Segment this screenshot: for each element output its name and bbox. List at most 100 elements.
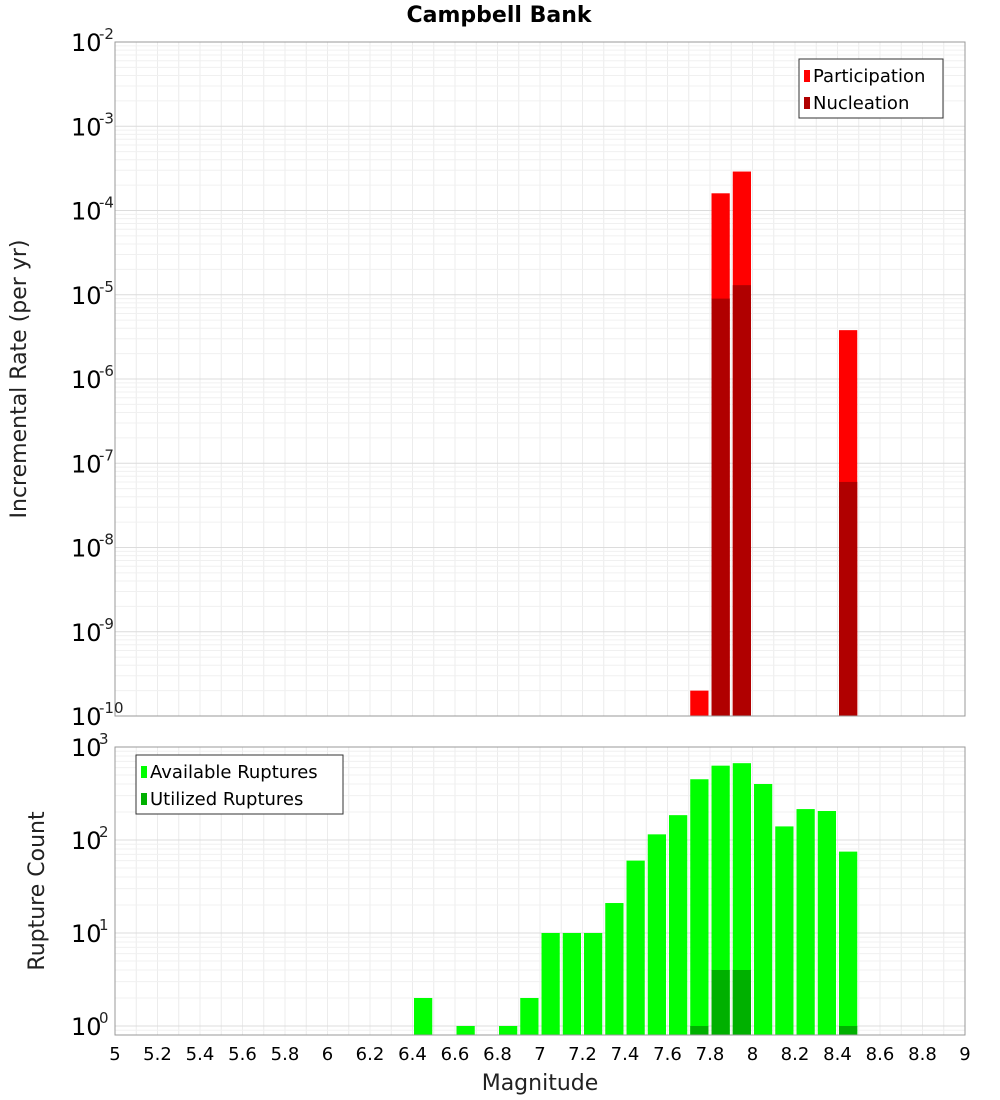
bar-available-ruptures (541, 932, 560, 1035)
bar-available-ruptures (669, 815, 688, 1035)
x-tick-label: 6.8 (483, 1044, 512, 1065)
x-tick-label: 5.8 (271, 1044, 300, 1065)
top-plot-border (114, 41, 966, 717)
bottom-y-axis-label: Rupture Count (25, 811, 50, 971)
top-y-tick-exponent: -9 (99, 615, 114, 633)
x-tick-label: 6.6 (441, 1044, 470, 1065)
bar-utilized-ruptures (839, 1025, 858, 1035)
x-tick-label: 8.6 (866, 1044, 895, 1065)
bar-available-ruptures (796, 809, 815, 1035)
x-axis-label: Magnitude (482, 1071, 599, 1096)
x-tick-label: 8 (747, 1044, 758, 1065)
bar-available-ruptures (456, 1025, 475, 1035)
top-y-axis-label: Incremental Rate (per yr) (7, 240, 32, 519)
top-grid (115, 41, 965, 717)
legend-swatch (141, 793, 147, 805)
bar-available-ruptures (839, 851, 858, 1035)
legend-box (798, 58, 944, 119)
bar-available-ruptures (647, 834, 666, 1035)
x-tick-label: 8.4 (823, 1044, 852, 1065)
bottom-y-tick-base: 10 (71, 734, 102, 762)
legend-swatch (141, 766, 147, 778)
top-y-tick-base: 10 (71, 29, 102, 57)
top-y-tick-exponent: -5 (99, 278, 114, 296)
bottom-y-tick-base: 10 (71, 920, 102, 948)
bar-available-ruptures (499, 1025, 518, 1035)
top-y-tick-exponent: -3 (99, 109, 114, 127)
top-y-tick-base: 10 (71, 282, 102, 310)
bottom-y-tick-base: 10 (71, 1013, 102, 1041)
bar-utilized-ruptures (732, 969, 751, 1035)
top-legend: Participation Nucleation (798, 58, 944, 119)
top-y-tick-exponent: -8 (99, 531, 114, 549)
bar-available-ruptures (817, 811, 836, 1035)
top-y-tick-labels: 10-210-310-410-510-610-710-810-910-10 (71, 25, 124, 731)
bar-utilized-ruptures (711, 969, 730, 1035)
bar-nucleation (839, 481, 858, 716)
x-tick-label: 5.4 (186, 1044, 215, 1065)
top-y-tick-base: 10 (71, 619, 102, 647)
top-plot-panel: 10-210-310-410-510-610-710-810-910-10 In… (7, 25, 966, 731)
top-y-tick-exponent: -10 (99, 699, 124, 717)
x-tick-label: 8.2 (781, 1044, 810, 1065)
bar-available-ruptures (732, 763, 751, 1035)
bar-available-ruptures (775, 826, 794, 1035)
bar-nucleation (732, 285, 751, 716)
legend-label: Utilized Ruptures (150, 789, 303, 810)
bottom-y-tick-base: 10 (71, 827, 102, 855)
legend-label: Available Ruptures (150, 762, 318, 783)
chart-title: Campbell Bank (407, 3, 593, 28)
x-tick-label: 7 (534, 1044, 545, 1065)
bottom-y-tick-exponent: 1 (99, 916, 109, 934)
bar-available-ruptures (584, 932, 603, 1035)
x-tick-label: 9 (959, 1044, 970, 1065)
bottom-y-tick-exponent: 2 (99, 823, 109, 841)
bar-nucleation (711, 298, 730, 716)
x-tick-label: 7.4 (611, 1044, 640, 1065)
legend-swatch (804, 70, 810, 82)
bar-available-ruptures (520, 997, 539, 1035)
bar-available-ruptures (690, 779, 709, 1035)
x-tick-label: 5.2 (143, 1044, 172, 1065)
top-y-tick-exponent: -6 (99, 362, 114, 380)
top-y-tick-base: 10 (71, 198, 102, 226)
top-y-tick-exponent: -7 (99, 446, 114, 464)
x-tick-label: 5 (109, 1044, 120, 1065)
bar-available-ruptures (562, 932, 581, 1035)
bottom-y-tick-exponent: 3 (99, 730, 109, 748)
bar-participation (690, 690, 709, 716)
top-y-tick-base: 10 (71, 113, 102, 141)
bar-available-ruptures (626, 860, 645, 1035)
top-y-tick-base: 10 (71, 366, 102, 394)
x-tick-labels: 5 5.2 5.4 5.6 5.8 6 6.2 6.4 6.6 6.8 7 7.2 7.4 7.6 7.8 8… (109, 1044, 970, 1065)
x-tick-label: 7.6 (653, 1044, 682, 1065)
legend-label: Participation (813, 66, 925, 87)
x-tick-label: 6 (322, 1044, 333, 1065)
legend-label: Nucleation (813, 93, 909, 114)
top-y-tick-exponent: -2 (99, 25, 114, 43)
legend-swatch (804, 97, 810, 109)
bar-available-ruptures (754, 784, 773, 1035)
bar-utilized-ruptures (690, 1025, 709, 1035)
top-y-tick-base: 10 (71, 703, 102, 731)
x-tick-label: 6.4 (398, 1044, 427, 1065)
top-y-tick-base: 10 (71, 535, 102, 563)
top-y-tick-exponent: -4 (99, 194, 114, 212)
top-y-tick-base: 10 (71, 450, 102, 478)
bottom-legend: Available Ruptures Utilized Ruptures (135, 754, 344, 815)
x-tick-label: 8.8 (908, 1044, 937, 1065)
bottom-bars (414, 763, 858, 1035)
x-tick-label: 7.2 (568, 1044, 597, 1065)
x-tick-label: 6.2 (356, 1044, 385, 1065)
bar-available-ruptures (605, 903, 624, 1035)
legend-box (135, 754, 344, 815)
x-tick-label: 5.6 (228, 1044, 257, 1065)
bottom-y-tick-exponent: 0 (99, 1009, 109, 1027)
x-tick-label: 7.8 (696, 1044, 725, 1065)
bottom-plot-border (114, 746, 966, 1036)
bar-available-ruptures (711, 765, 730, 1035)
top-bars (690, 171, 858, 717)
